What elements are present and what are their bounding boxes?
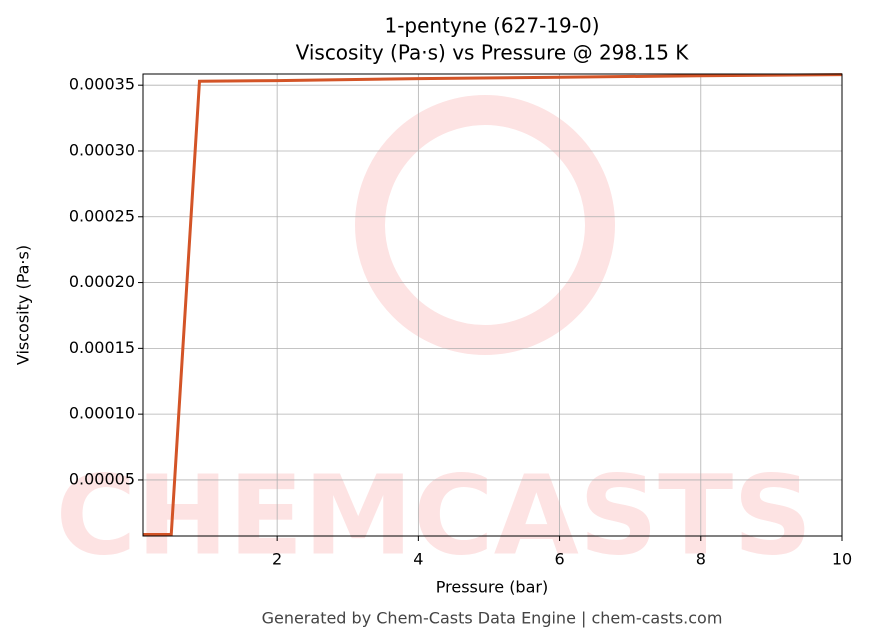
- chart-subtitle: Viscosity (Pa·s) vs Pressure @ 298.15 K: [296, 41, 690, 65]
- y-tick-label: 0.00010: [69, 404, 135, 423]
- x-tick-label: 2: [272, 550, 282, 569]
- x-tick-label: 8: [696, 550, 706, 569]
- plot-frame: [142, 73, 843, 537]
- y-tick-label: 0.00025: [69, 206, 135, 225]
- watermark: CHEMCASTS: [56, 451, 813, 579]
- x-tick-label: 6: [554, 550, 564, 569]
- x-axis-label: Pressure (bar): [436, 578, 548, 597]
- y-axis-label: Viscosity (Pa·s): [14, 245, 33, 365]
- x-tick-label: 10: [832, 550, 852, 569]
- y-tick-label: 0.00005: [69, 469, 135, 488]
- x-tick-label: 4: [413, 550, 423, 569]
- y-tick-label: 0.00020: [69, 272, 135, 291]
- y-tick-label: 0.00030: [69, 140, 135, 159]
- watermark-logo: [355, 95, 615, 355]
- y-tick-label: 0.00035: [69, 75, 135, 94]
- chart-title: 1-pentyne (627-19-0): [384, 14, 599, 38]
- footer: Generated by Chem-Casts Data Engine | ch…: [262, 609, 723, 628]
- data-line: [143, 73, 843, 537]
- y-tick-label: 0.00015: [69, 338, 135, 357]
